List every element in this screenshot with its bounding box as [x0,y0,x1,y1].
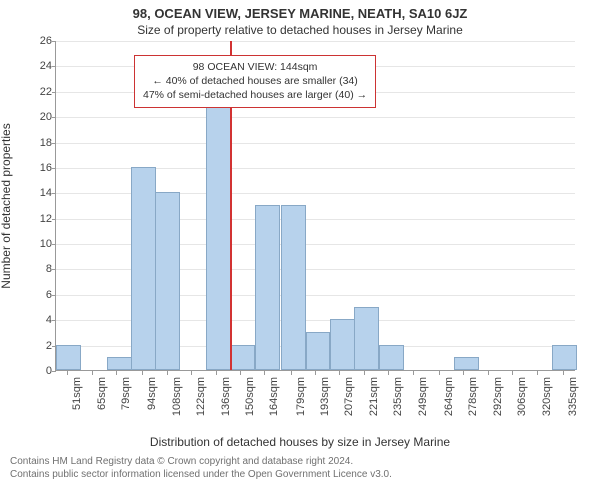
chart-title-sub: Size of property relative to detached ho… [0,21,600,41]
y-tick-label: 8 [46,263,56,275]
histogram-bar [155,192,180,370]
histogram-bar [330,319,355,370]
y-tick-label: 6 [46,289,56,301]
x-tick-mark [191,371,192,375]
x-tick-mark [92,371,93,375]
x-tick-label: 207sqm [343,377,355,416]
histogram-bar [354,307,379,370]
chart-area: Number of detached properties 0246810121… [0,41,600,431]
x-tick-mark [240,371,241,375]
histogram-bar [255,205,280,370]
x-tick-label: 292sqm [492,377,504,416]
histogram-bar [454,357,479,370]
histogram-bar [107,357,132,370]
x-tick-mark [512,371,513,375]
x-tick-label: 94sqm [146,377,158,410]
x-tick-label: 264sqm [443,377,455,416]
x-tick-label: 122sqm [195,377,207,416]
y-tick-label: 24 [40,60,56,72]
annotation-line-2: ← 40% of detached houses are smaller (34… [143,74,367,88]
x-tick-mark [315,371,316,375]
x-tick-label: 65sqm [96,377,108,410]
histogram-bar [281,205,306,370]
x-tick-label: 51sqm [71,377,83,410]
y-tick-label: 22 [40,86,56,98]
footer-attribution: Contains HM Land Registry data © Crown c… [0,449,600,481]
histogram-bar [56,345,81,370]
y-tick-label: 16 [40,162,56,174]
x-tick-label: 164sqm [268,377,280,416]
x-tick-label: 150sqm [244,377,256,416]
x-tick-label: 278sqm [467,377,479,416]
grid-line [56,143,575,144]
y-tick-label: 12 [40,213,56,225]
x-tick-mark [142,371,143,375]
grid-line [56,117,575,118]
histogram-bar [306,332,331,370]
y-tick-label: 26 [40,35,56,47]
histogram-bar [230,345,255,370]
grid-line [56,41,575,42]
x-tick-mark [364,371,365,375]
annotation-line-1: 98 OCEAN VIEW: 144sqm [143,60,367,74]
x-tick-mark [413,371,414,375]
y-tick-label: 20 [40,111,56,123]
x-tick-label: 235sqm [392,377,404,416]
x-tick-label: 193sqm [319,377,331,416]
x-tick-mark [339,371,340,375]
x-tick-mark [563,371,564,375]
x-tick-mark [291,371,292,375]
y-tick-label: 18 [40,137,56,149]
x-tick-mark [67,371,68,375]
x-tick-mark [463,371,464,375]
x-tick-label: 335sqm [567,377,579,416]
x-tick-label: 179sqm [295,377,307,416]
annotation-line-3: 47% of semi-detached houses are larger (… [143,88,367,102]
footer-line-1: Contains HM Land Registry data © Crown c… [10,455,590,468]
x-tick-mark [388,371,389,375]
x-tick-label: 221sqm [368,377,380,416]
x-axis-label: Distribution of detached houses by size … [0,431,600,449]
annotation-box: 98 OCEAN VIEW: 144sqm← 40% of detached h… [134,55,376,108]
x-tick-label: 249sqm [417,377,429,416]
x-tick-area: 51sqm 65sqm 79sqm 94sqm 108sqm 122sqm 136sqm 15… [55,371,575,431]
x-tick-label: 79sqm [120,377,132,410]
histogram-bar [131,167,156,370]
x-tick-mark [264,371,265,375]
y-axis-label: Number of detached properties [0,123,13,288]
x-tick-mark [216,371,217,375]
x-tick-label: 320sqm [541,377,553,416]
y-tick-label: 10 [40,238,56,250]
y-tick-label: 4 [46,314,56,326]
histogram-bar [379,345,404,370]
x-tick-mark [439,371,440,375]
y-tick-label: 2 [46,340,56,352]
x-tick-label: 108sqm [171,377,183,416]
x-tick-mark [537,371,538,375]
histogram-bar [206,91,231,370]
plot-region: 0246810121416182022242698 OCEAN VIEW: 14… [55,41,575,371]
histogram-bar [552,345,577,370]
chart-title-main: 98, OCEAN VIEW, JERSEY MARINE, NEATH, SA… [0,0,600,21]
x-tick-mark [116,371,117,375]
x-tick-mark [167,371,168,375]
x-tick-label: 136sqm [220,377,232,416]
y-tick-label: 14 [40,187,56,199]
footer-line-2: Contains public sector information licen… [10,468,590,481]
x-tick-mark [488,371,489,375]
x-tick-label: 306sqm [516,377,528,416]
